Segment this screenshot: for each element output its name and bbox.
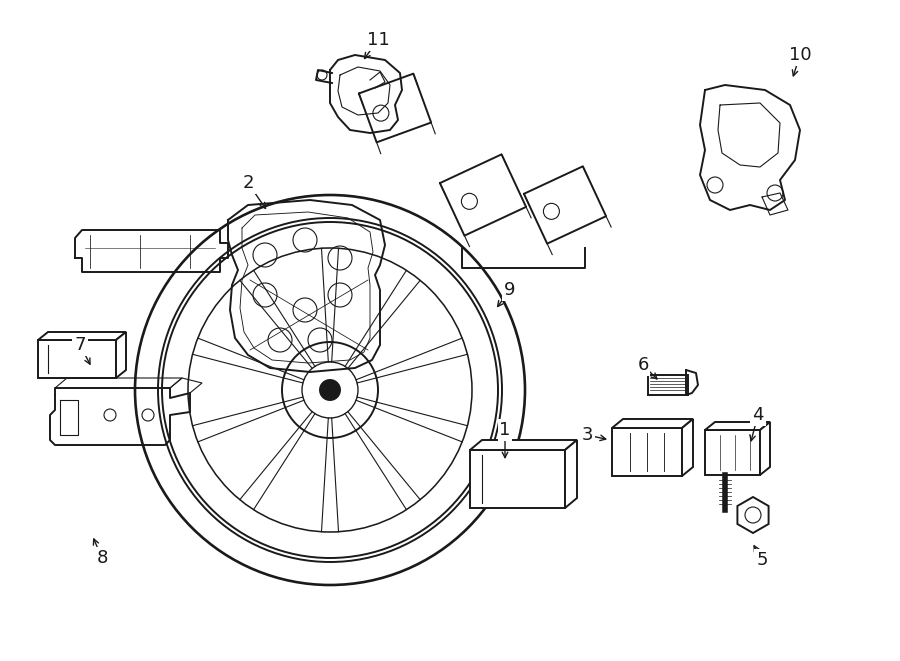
Text: 5: 5 [756, 551, 768, 569]
Polygon shape [612, 428, 682, 476]
Polygon shape [116, 332, 126, 378]
Polygon shape [38, 340, 116, 378]
Text: 2: 2 [242, 174, 254, 192]
Polygon shape [705, 422, 770, 430]
Polygon shape [705, 430, 760, 475]
Polygon shape [38, 332, 126, 340]
Polygon shape [470, 440, 577, 450]
Polygon shape [470, 450, 565, 508]
Text: 11: 11 [366, 31, 390, 49]
Text: 7: 7 [74, 336, 86, 354]
Text: 9: 9 [504, 281, 516, 299]
Polygon shape [612, 419, 693, 428]
Polygon shape [565, 440, 577, 508]
Polygon shape [648, 375, 688, 395]
Text: 4: 4 [752, 406, 764, 424]
Text: 6: 6 [637, 356, 649, 374]
Circle shape [320, 380, 340, 400]
Text: 8: 8 [96, 549, 108, 567]
Polygon shape [682, 419, 693, 476]
Text: 1: 1 [500, 421, 510, 439]
Text: 10: 10 [788, 46, 811, 64]
Text: 3: 3 [581, 426, 593, 444]
Polygon shape [760, 422, 770, 475]
Polygon shape [737, 497, 769, 533]
